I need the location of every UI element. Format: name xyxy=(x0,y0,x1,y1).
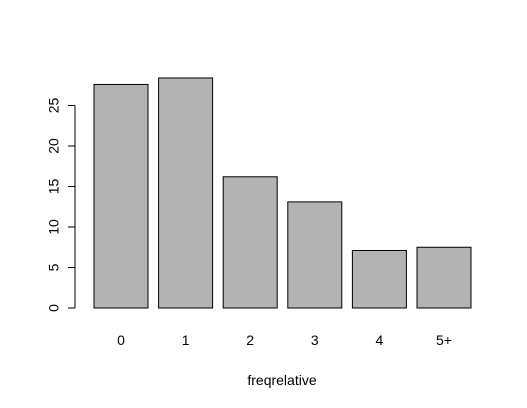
bars-group xyxy=(93,77,472,309)
x-tick-label: 5+ xyxy=(436,332,452,348)
bar-1 xyxy=(158,77,214,309)
bar-2 xyxy=(222,176,278,309)
y-tick-label: 10 xyxy=(46,219,62,235)
y-axis: 0 5 10 15 20 25 xyxy=(46,98,76,312)
y-tick-label: 0 xyxy=(46,304,62,312)
bar-0 xyxy=(93,83,149,309)
x-tick-label: 3 xyxy=(311,332,319,348)
x-tick-label: 4 xyxy=(376,332,384,348)
y-tick-label: 20 xyxy=(46,138,62,154)
x-tick-label: 2 xyxy=(246,332,254,348)
x-axis-title: freqrelative xyxy=(247,372,316,388)
x-axis-labels: 0 1 2 3 4 5+ xyxy=(117,332,452,348)
x-tick-label: 1 xyxy=(182,332,190,348)
y-tick-label: 5 xyxy=(46,263,62,271)
bar-4 xyxy=(351,249,407,309)
x-tick-label: 0 xyxy=(117,332,125,348)
bar-3 xyxy=(287,201,343,309)
y-tick-label: 15 xyxy=(46,179,62,195)
bar-5+ xyxy=(416,246,472,309)
y-tick-label: 25 xyxy=(46,98,62,114)
